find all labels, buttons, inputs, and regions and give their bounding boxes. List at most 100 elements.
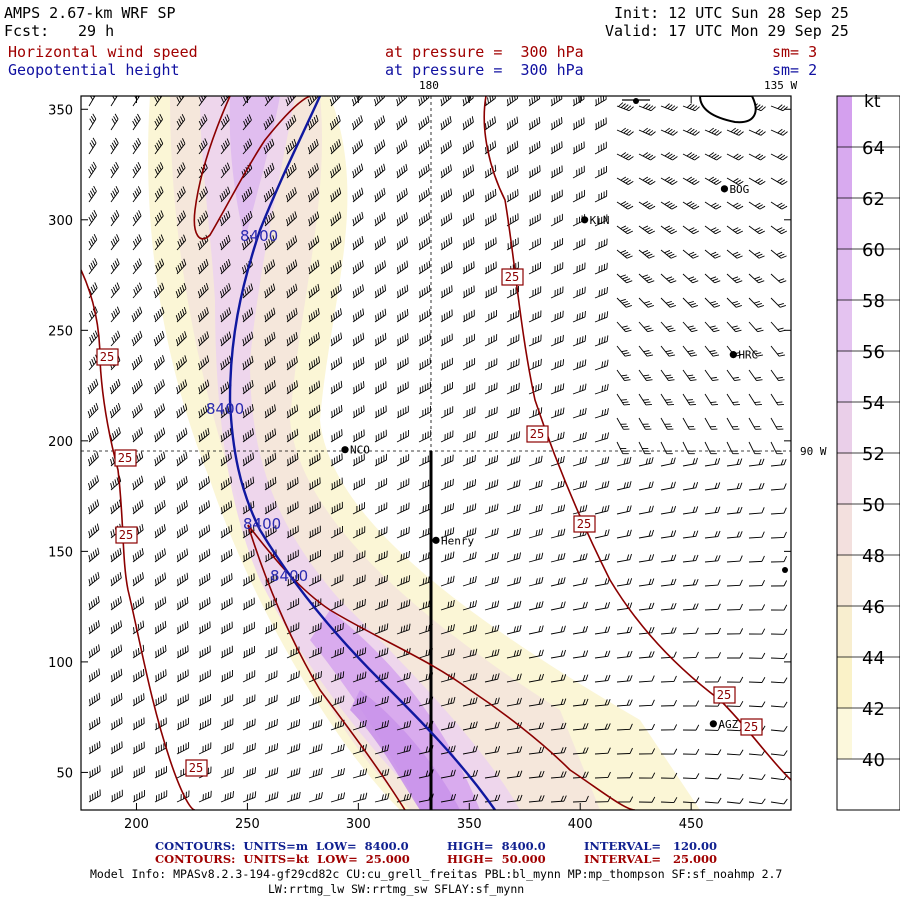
- wind-barb: [330, 380, 343, 395]
- wind-barb: [286, 670, 300, 683]
- wind-barb: [88, 258, 98, 275]
- wind-barb: [264, 525, 277, 539]
- wind-barb: [440, 261, 453, 275]
- colorbar-label: 48: [862, 546, 885, 567]
- colorbar-segment: [837, 708, 852, 759]
- wind-barb: [242, 718, 256, 731]
- wind-barb: [88, 234, 98, 251]
- wind-barb: [396, 454, 410, 467]
- x-axis: 200 250 300 350 400 450: [124, 96, 704, 832]
- wind-barb: [550, 334, 564, 347]
- wind-barb: [396, 212, 408, 227]
- wind-barb: [528, 770, 545, 779]
- wind-barb: [528, 165, 541, 179]
- wind-barb: [220, 452, 232, 467]
- wind-barb: [682, 603, 699, 611]
- colorbar-label: 56: [862, 342, 885, 363]
- wind-barb: [330, 187, 342, 203]
- wind-barb: [175, 282, 187, 299]
- wind-barb: [594, 505, 610, 515]
- wind-barb: [660, 273, 677, 284]
- wind-barb: [440, 333, 453, 347]
- wind-barb: [286, 452, 299, 467]
- wind-barb: [286, 549, 299, 563]
- wind-barb: [352, 574, 366, 587]
- wind-barb: [440, 624, 455, 635]
- wind-barb: [330, 550, 344, 563]
- forecast-hours: 29 h: [78, 22, 115, 40]
- wind-label: 25: [530, 427, 544, 441]
- wind-barb: [704, 652, 722, 659]
- wind-barb: [660, 417, 674, 430]
- wind-barb: [132, 499, 144, 515]
- wind-barb: [550, 649, 566, 659]
- wind-barb: [704, 603, 721, 611]
- wind-barb: [506, 528, 521, 539]
- wind-barb: [352, 308, 365, 323]
- wind-barb: [110, 258, 120, 275]
- wind-barb: [616, 201, 634, 210]
- y-tick-label: 200: [48, 435, 73, 450]
- wind-barb: [572, 189, 585, 203]
- wind-barb: [638, 626, 655, 635]
- wind-barb: [330, 163, 342, 179]
- wind-barb: [528, 237, 541, 251]
- wind-barb: [440, 309, 453, 323]
- wind-barb: [308, 646, 322, 659]
- wind-barb: [660, 176, 678, 185]
- wind-barb: [726, 749, 744, 756]
- wind-barb: [242, 549, 255, 563]
- field1-name: Horizontal wind speed: [8, 43, 198, 61]
- wind-barb: [550, 771, 567, 779]
- wind-barb: [264, 622, 278, 635]
- wind-barb: [506, 310, 520, 323]
- wind-barb: [484, 188, 497, 203]
- wind-barb: [131, 330, 143, 347]
- wind-barb: [374, 163, 386, 179]
- footer-height-contours: CONTOURS: UNITS=m LOW= 8400.0: [155, 839, 409, 853]
- wind-barb: [132, 741, 145, 755]
- wind-barb: [550, 189, 563, 203]
- wind-barb: [198, 500, 210, 515]
- wind-barb: [704, 393, 718, 406]
- wind-barb: [748, 321, 764, 333]
- wind-barb: [550, 262, 564, 275]
- wind-barb: [110, 282, 120, 299]
- wind-barb: [418, 115, 430, 131]
- wind-barb: [660, 554, 677, 563]
- wind-barb: [352, 695, 367, 707]
- wind-barb: [88, 644, 100, 659]
- wind-barb: [506, 96, 519, 107]
- wind-barb: [726, 393, 740, 406]
- wind-barb: [330, 792, 346, 803]
- station-dot: [633, 98, 639, 104]
- wind-barb: [220, 718, 234, 731]
- wind-barb: [264, 694, 278, 707]
- wind-barb: [616, 176, 634, 185]
- wind-barb: [352, 526, 366, 539]
- wind-barb: [550, 310, 564, 323]
- wind-barb: [440, 793, 456, 803]
- wind-barb: [462, 794, 479, 803]
- wind-barb: [616, 675, 633, 683]
- wind-barb: [286, 501, 299, 515]
- wind-barb: [220, 524, 233, 539]
- wind-barb: [198, 403, 210, 419]
- wind-barb: [219, 234, 231, 251]
- wind-barb: [594, 480, 610, 491]
- wind-barb: [154, 258, 165, 275]
- wind-barb: [506, 625, 522, 635]
- wind-barb: [682, 225, 700, 235]
- station-dot: [341, 446, 349, 454]
- wind-barb: [462, 527, 477, 539]
- wind-barb: [484, 552, 499, 563]
- wind-barb: [308, 259, 320, 275]
- wind-barb: [462, 285, 475, 299]
- wind-barb: [330, 356, 343, 371]
- wind-barb: [484, 116, 496, 131]
- wind-barb: [704, 506, 721, 515]
- wind-barb: [484, 285, 497, 299]
- wind-barb: [352, 139, 364, 155]
- wind-barb: [418, 188, 430, 203]
- wind-barb: [528, 262, 542, 275]
